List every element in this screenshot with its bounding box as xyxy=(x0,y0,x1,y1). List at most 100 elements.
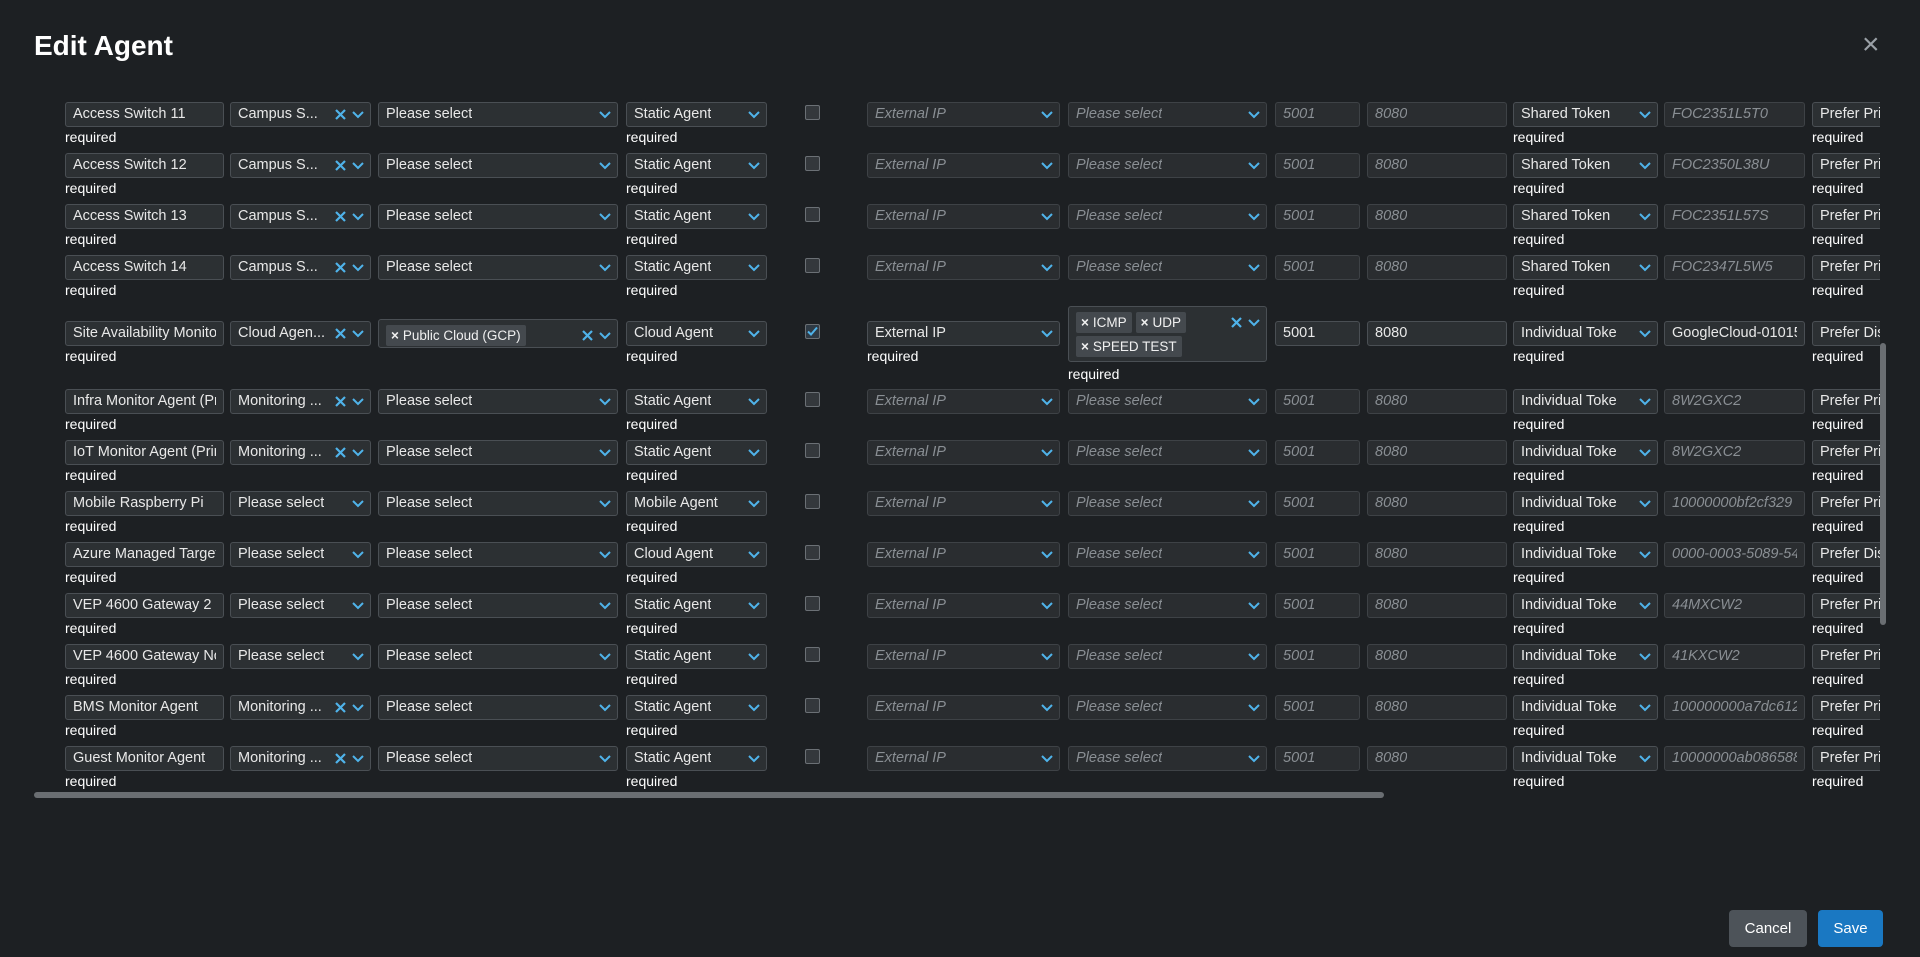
port-input[interactable]: 5001 xyxy=(1275,204,1360,229)
chip[interactable]: × SPEED TEST xyxy=(1076,336,1182,357)
token-select[interactable]: Individual Token xyxy=(1513,644,1658,669)
port-input[interactable]: 8080 xyxy=(1367,491,1507,516)
preference-select[interactable]: Prefer Pri xyxy=(1812,440,1880,465)
port-input[interactable]: 8080 xyxy=(1367,389,1507,414)
agent-type-select[interactable]: Static Agent xyxy=(626,593,767,618)
enable-checkbox[interactable] xyxy=(805,749,820,764)
port-input[interactable]: 8080 xyxy=(1367,695,1507,720)
chip-remove[interactable]: × xyxy=(1081,315,1089,330)
agent-name-input[interactable]: Access Switch 11 xyxy=(65,102,224,127)
port-input[interactable]: 5001 xyxy=(1275,440,1360,465)
port-input[interactable]: 5001 xyxy=(1275,153,1360,178)
cancel-button[interactable]: Cancel xyxy=(1729,910,1807,947)
external-ip-select[interactable]: External IP xyxy=(867,746,1060,771)
tags-select[interactable]: Please select xyxy=(378,542,618,567)
enable-checkbox[interactable] xyxy=(805,105,820,120)
tags-select[interactable]: Please select xyxy=(378,593,618,618)
preference-select[interactable]: Prefer Pri xyxy=(1812,204,1880,229)
protocols-select[interactable]: Please select xyxy=(1068,153,1267,178)
tags-select[interactable]: Please select xyxy=(378,695,618,720)
group-select[interactable]: Monitoring ... xyxy=(230,695,371,720)
serial-input[interactable]: 10000000bf2cf329 xyxy=(1664,491,1805,516)
agent-type-select[interactable]: Mobile Agent xyxy=(626,491,767,516)
enable-checkbox[interactable] xyxy=(805,698,820,713)
enable-checkbox[interactable] xyxy=(805,258,820,273)
group-select[interactable]: Campus S... xyxy=(230,255,371,280)
vertical-scrollbar[interactable] xyxy=(1880,343,1886,625)
agent-name-input[interactable]: Infra Monitor Agent (Prim xyxy=(65,389,224,414)
group-select[interactable]: Cloud Agen... xyxy=(230,321,371,346)
port-input[interactable]: 5001 xyxy=(1275,695,1360,720)
external-ip-select[interactable]: External IP xyxy=(867,644,1060,669)
agent-name-input[interactable]: Guest Monitor Agent xyxy=(65,746,224,771)
clear-icon[interactable] xyxy=(335,702,346,713)
enable-checkbox[interactable] xyxy=(805,494,820,509)
group-select[interactable]: Campus S... xyxy=(230,204,371,229)
serial-input[interactable]: FOC2351L57S xyxy=(1664,204,1805,229)
preference-select[interactable]: Prefer Pri xyxy=(1812,695,1880,720)
agent-name-input[interactable]: Access Switch 13 xyxy=(65,204,224,229)
external-ip-select[interactable]: External IP xyxy=(867,440,1060,465)
tags-select[interactable]: Please select xyxy=(378,644,618,669)
token-select[interactable]: Shared Token xyxy=(1513,102,1658,127)
horizontal-scrollbar[interactable] xyxy=(34,792,1384,798)
clear-icon[interactable] xyxy=(335,211,346,222)
protocols-select[interactable]: Please select xyxy=(1068,746,1267,771)
save-button[interactable]: Save xyxy=(1818,910,1883,947)
agent-type-select[interactable]: Static Agent xyxy=(626,389,767,414)
protocols-select[interactable]: Please select xyxy=(1068,491,1267,516)
agent-name-input[interactable]: IoT Monitor Agent (Prima xyxy=(65,440,224,465)
agent-name-input[interactable]: VEP 4600 Gateway Node xyxy=(65,644,224,669)
serial-input[interactable]: 41KXCW2 xyxy=(1664,644,1805,669)
clear-icon[interactable] xyxy=(335,109,346,120)
enable-checkbox[interactable] xyxy=(805,647,820,662)
token-select[interactable]: Shared Token xyxy=(1513,153,1658,178)
tags-select[interactable]: Please select xyxy=(378,102,618,127)
token-select[interactable]: Individual Token xyxy=(1513,542,1658,567)
clear-icon[interactable] xyxy=(335,396,346,407)
chip[interactable]: × UDP xyxy=(1135,312,1187,333)
tags-select[interactable]: Please select xyxy=(378,746,618,771)
protocols-select[interactable]: Please select xyxy=(1068,644,1267,669)
group-select[interactable]: Monitoring ... xyxy=(230,746,371,771)
agent-name-input[interactable]: Access Switch 12 xyxy=(65,153,224,178)
tags-select[interactable]: Please select xyxy=(378,204,618,229)
agent-type-select[interactable]: Static Agent xyxy=(626,153,767,178)
external-ip-select[interactable]: External IP xyxy=(867,491,1060,516)
preference-select[interactable]: Prefer Pri xyxy=(1812,593,1880,618)
clear-icon[interactable] xyxy=(335,160,346,171)
external-ip-select[interactable]: External IP xyxy=(867,102,1060,127)
port-input[interactable]: 8080 xyxy=(1367,204,1507,229)
agent-type-select[interactable]: Cloud Agent xyxy=(626,321,767,346)
enable-checkbox[interactable] xyxy=(805,596,820,611)
external-ip-select[interactable]: External IP xyxy=(867,153,1060,178)
port-input[interactable]: 5001 xyxy=(1275,491,1360,516)
protocols-select[interactable]: Please select xyxy=(1068,255,1267,280)
agent-type-select[interactable]: Static Agent xyxy=(626,204,767,229)
external-ip-select[interactable]: External IP xyxy=(867,542,1060,567)
port-input[interactable]: 8080 xyxy=(1367,102,1507,127)
agent-type-select[interactable]: Cloud Agent xyxy=(626,542,767,567)
token-select[interactable]: Individual Token xyxy=(1513,593,1658,618)
port-input[interactable]: 5001 xyxy=(1275,389,1360,414)
serial-input[interactable]: FOC2351L5T0 xyxy=(1664,102,1805,127)
enable-checkbox[interactable] xyxy=(805,443,820,458)
port-input[interactable]: 5001 xyxy=(1275,321,1360,346)
port-input[interactable]: 8080 xyxy=(1367,321,1507,346)
token-select[interactable]: Individual Token xyxy=(1513,695,1658,720)
protocols-select[interactable]: Please select xyxy=(1068,204,1267,229)
agent-type-select[interactable]: Static Agent xyxy=(626,255,767,280)
token-select[interactable]: Shared Token xyxy=(1513,255,1658,280)
chip-remove[interactable]: × xyxy=(391,328,399,343)
clear-icon[interactable] xyxy=(582,330,593,341)
group-select[interactable]: Campus S... xyxy=(230,102,371,127)
serial-input[interactable]: 8W2GXC2 xyxy=(1664,440,1805,465)
protocols-select[interactable]: Please select xyxy=(1068,695,1267,720)
serial-input[interactable]: 44MXCW2 xyxy=(1664,593,1805,618)
protocols-select[interactable]: Please select xyxy=(1068,440,1267,465)
token-select[interactable]: Individual Token xyxy=(1513,389,1658,414)
close-button[interactable]: × xyxy=(1862,28,1880,61)
preference-select[interactable]: Prefer Dis xyxy=(1812,321,1880,346)
token-select[interactable]: Individual Token xyxy=(1513,440,1658,465)
clear-icon[interactable] xyxy=(335,328,346,339)
